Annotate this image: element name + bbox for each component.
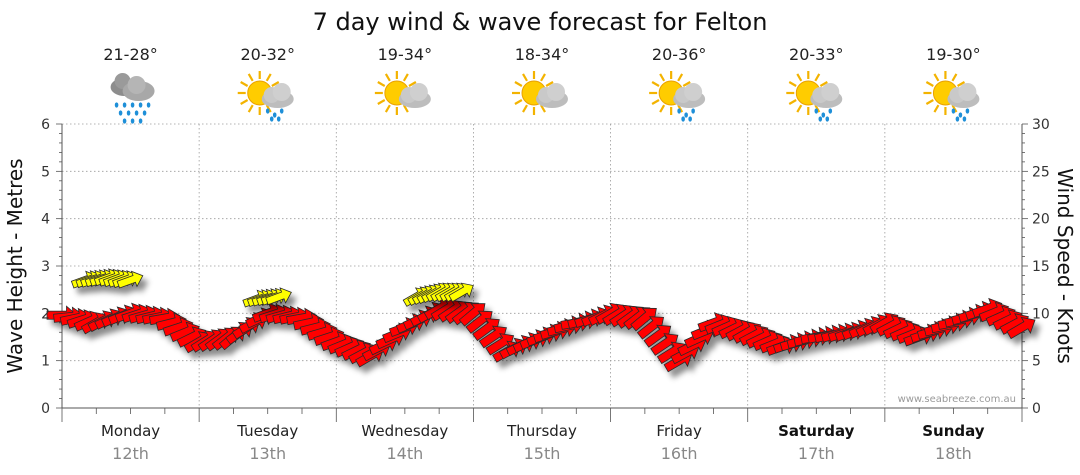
wind-arrow: [630, 307, 657, 332]
right-tick-label: 0: [1032, 401, 1041, 417]
wind-arrow: [643, 324, 672, 348]
wave-arrow: [116, 270, 144, 289]
right-tick-label: 15: [1032, 259, 1050, 275]
day-date: 14th: [386, 444, 423, 463]
left-tick-label: 3: [41, 259, 50, 275]
left-tick-label: 1: [41, 354, 50, 370]
day-date: 16th: [661, 444, 698, 463]
day-name: Tuesday: [236, 422, 298, 440]
wave-arrow: [265, 287, 292, 306]
wind-series: [46, 297, 1036, 373]
sun-cloud-rain-icon: [237, 71, 294, 122]
plot-area: [46, 123, 1036, 422]
gridlines: [62, 123, 1022, 408]
temperature-range: 18-34°: [515, 45, 570, 64]
sun-cloud-icon: [512, 71, 568, 115]
left-tick-label: 0: [41, 401, 50, 417]
left-tick-label: 4: [41, 212, 50, 228]
rain-cloud-icon: [110, 73, 155, 124]
chart-title: 7 day wind & wave forecast for Felton: [313, 8, 768, 36]
sun-cloud-icon: [374, 71, 431, 115]
right-tick-labels: 0 5 10 15 20 25 30: [1032, 117, 1050, 417]
right-tick-label: 30: [1032, 117, 1050, 133]
wave-arrow: [448, 282, 474, 303]
temperature-range: 20-36°: [652, 45, 707, 64]
wind-arrow: [1006, 316, 1036, 340]
left-tick-labels: 0 1 2 3 4 5 6: [41, 117, 50, 417]
day-date: 12th: [112, 444, 149, 463]
weather-icon-row: [110, 71, 980, 124]
left-tick-label: 5: [41, 164, 50, 180]
right-axis-label: Wind Speed - Knots: [1053, 168, 1077, 364]
day-name: Saturday: [778, 422, 855, 440]
wind-arrow: [636, 316, 665, 340]
day-date: 13th: [249, 444, 286, 463]
left-tick-label: 6: [41, 117, 50, 133]
left-axis-label: Wave Height - Metres: [3, 158, 27, 373]
wind-arrow: [650, 333, 679, 356]
watermark: www.seabreeze.com.au: [898, 394, 1016, 405]
day-date: 17th: [798, 444, 835, 463]
day-name: Friday: [656, 422, 702, 440]
day-name: Wednesday: [361, 422, 448, 440]
temperature-range: 21-28°: [103, 45, 158, 64]
temperature-range: 19-30°: [926, 45, 981, 64]
temperature-row: 21-28° 20-32° 19-34° 18-34° 20-36° 20-33° 19-3…: [103, 45, 980, 64]
day-date: 18th: [935, 444, 972, 463]
wind-arrow: [465, 310, 493, 334]
right-tick-label: 10: [1032, 306, 1050, 322]
left-tick-label: 2: [41, 306, 50, 322]
right-tick-label: 20: [1032, 212, 1050, 228]
axes: [56, 123, 1028, 422]
day-name: Sunday: [922, 422, 985, 440]
day-date: 15th: [524, 444, 561, 463]
right-tick-label: 25: [1032, 164, 1050, 180]
day-name: Thursday: [506, 422, 577, 440]
day-name: Monday: [101, 422, 160, 440]
sun-cloud-rain-icon: [923, 71, 980, 122]
temperature-range: 20-33°: [789, 45, 844, 64]
wave-series: [70, 268, 474, 308]
wind-arrow: [458, 303, 486, 327]
right-tick-label: 5: [1032, 354, 1041, 370]
sun-cloud-rain-icon: [649, 71, 706, 122]
day-labels: Monday 12th Tuesday 13th Wednesday 14th Thursd…: [101, 422, 985, 463]
temperature-range: 20-32°: [240, 45, 295, 64]
temperature-range: 19-34°: [378, 45, 433, 64]
sun-cloud-rain-icon: [786, 71, 843, 122]
